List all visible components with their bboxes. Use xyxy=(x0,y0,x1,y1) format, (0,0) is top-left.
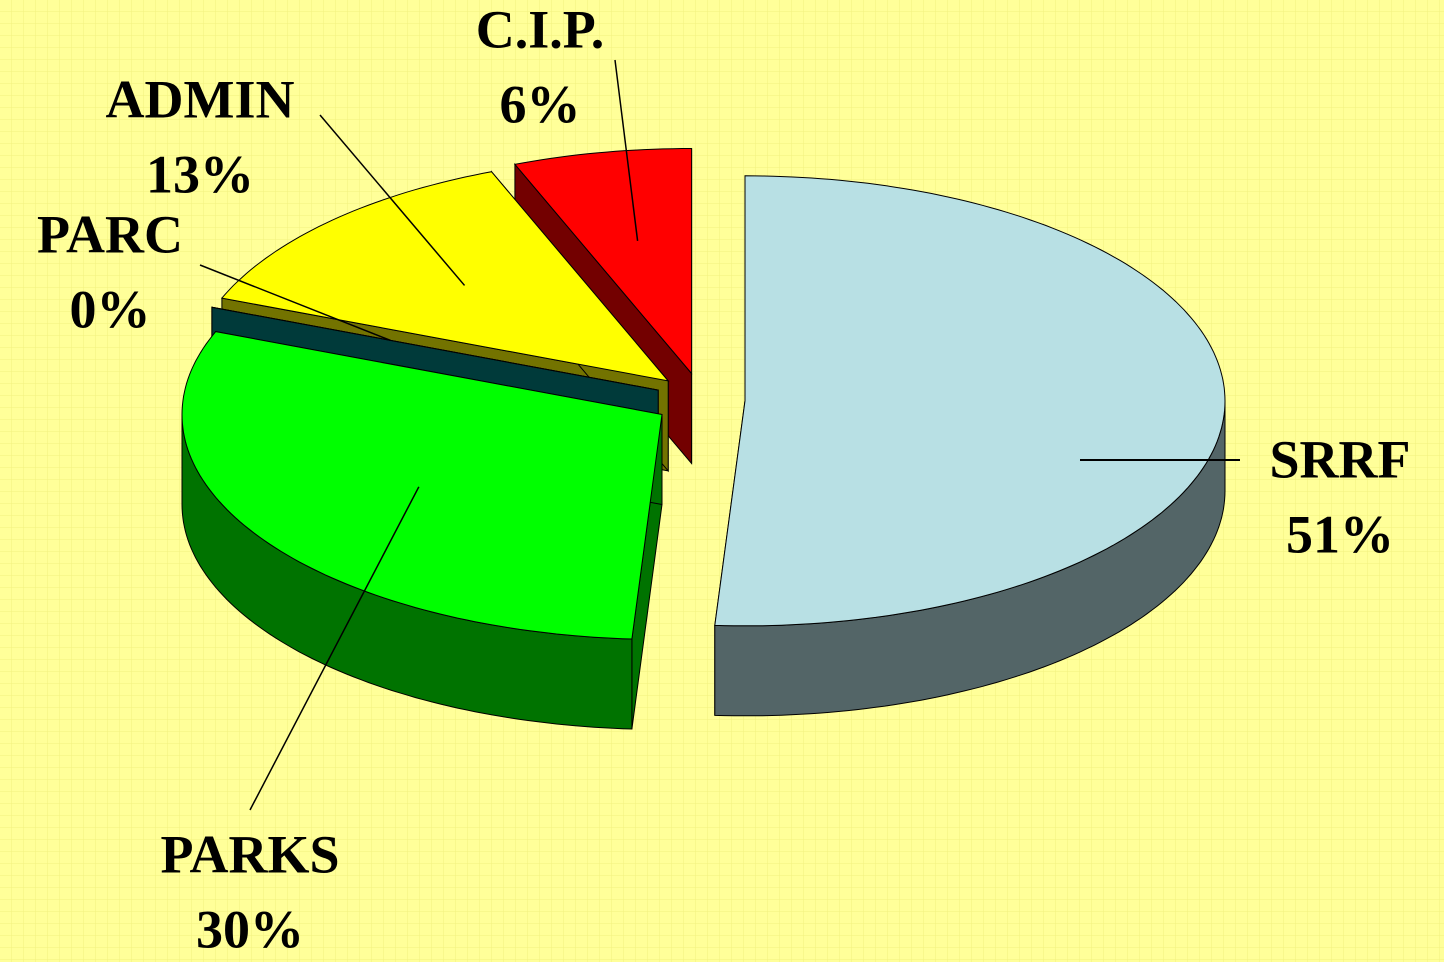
slice-label: PARKS xyxy=(160,824,339,884)
slice-label: SRRF xyxy=(1269,429,1410,489)
leader-line xyxy=(199,264,391,342)
leader-line xyxy=(249,486,420,811)
leader-line xyxy=(319,114,466,286)
slice-top xyxy=(220,171,670,382)
slice-value-label: 6% xyxy=(500,74,581,134)
slice-top xyxy=(181,331,663,640)
slice-value-label: 30% xyxy=(196,899,304,959)
slice-label: PARC xyxy=(37,204,183,264)
pie-slice xyxy=(714,175,1226,717)
slice-label: ADMIN xyxy=(106,69,295,129)
slice-top xyxy=(714,175,1226,627)
slice-top xyxy=(513,148,693,375)
leader-line xyxy=(614,59,639,241)
slice-value-label: 51% xyxy=(1286,504,1394,564)
slice-value-label: 13% xyxy=(146,144,254,204)
slice-value-label: 0% xyxy=(70,279,151,339)
pie-slice xyxy=(181,330,663,730)
slice-label: C.I.P. xyxy=(476,0,605,59)
slice-top xyxy=(211,306,659,391)
